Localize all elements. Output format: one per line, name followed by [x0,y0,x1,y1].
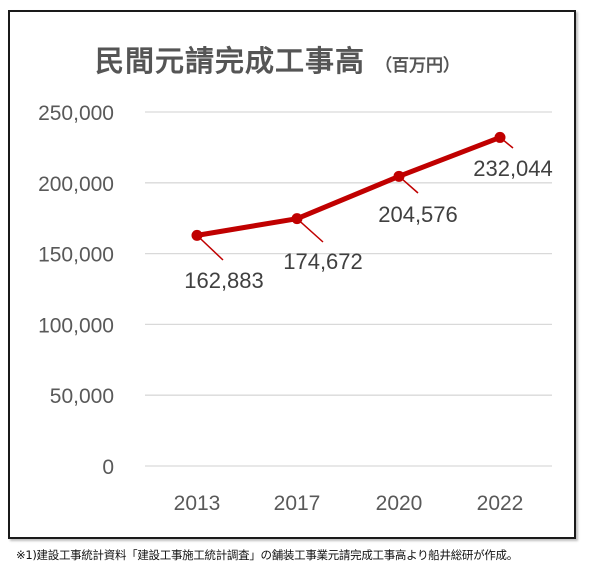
y-tick-label: 200,000 [38,173,114,196]
chart-title-text: 民間元請完成工事高 [95,44,366,78]
y-tick-label: 250,000 [38,102,114,125]
data-label: 174,672 [283,249,363,274]
gridlines [145,111,552,467]
data-labels: 162,883 174,672 204,576 232,044 [184,156,553,293]
y-tick-label: 150,000 [38,244,114,267]
y-axis-ticks: 0 50,000 100,000 150,000 200,000 250,000 [38,102,114,479]
chart-title: 民間元請完成工事高 （百万円） [95,38,460,80]
series-line [194,134,503,238]
data-label-leader-lines [196,136,514,261]
x-tick-label: 2020 [376,492,423,515]
data-label: 232,044 [473,156,553,181]
x-tick-label: 2017 [274,492,321,515]
data-label: 162,883 [184,268,264,293]
x-axis-ticks: 2013 2017 2020 2022 [174,492,524,515]
data-point-marker [291,213,303,225]
chart-frame [8,10,576,539]
chart-unit: （百万円） [375,56,461,76]
data-label: 204,576 [378,202,458,227]
leader-line [296,218,324,243]
data-point-marker [494,131,506,143]
y-tick-label: 0 [102,456,114,479]
footnote: ※1)建設工事統計資料「建設工事施工統計調査」の舗装工事業元請完成工事高より船井… [16,548,518,562]
data-point-marker [393,170,405,182]
data-markers [191,131,506,241]
y-tick-label: 50,000 [50,385,114,408]
data-point-marker [191,229,203,241]
leader-line [196,234,224,261]
y-tick-label: 100,000 [38,314,114,337]
x-tick-label: 2013 [174,492,221,515]
x-tick-label: 2022 [477,492,524,515]
